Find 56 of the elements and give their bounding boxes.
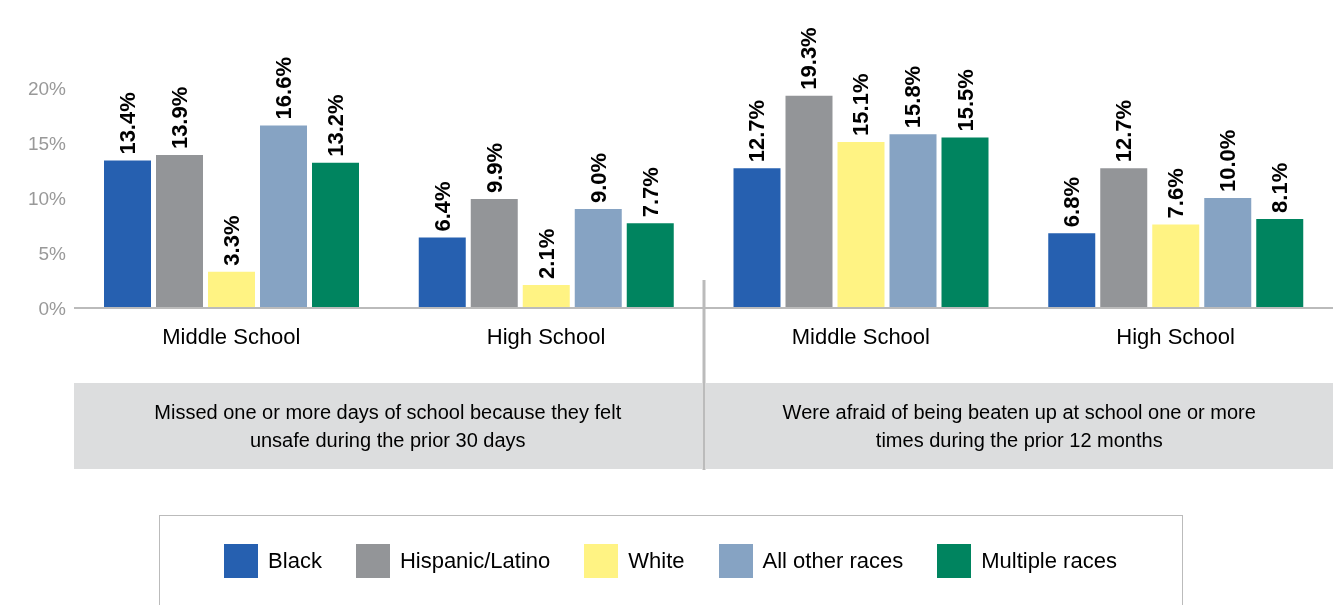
bar — [156, 155, 203, 308]
data-label: 8.1% — [1267, 162, 1293, 213]
bar — [941, 137, 989, 308]
bar — [522, 284, 570, 308]
data-label: 3.3% — [219, 215, 244, 266]
y-tick-label: 10% — [27, 187, 67, 209]
x-tick-label: Middle School — [162, 323, 301, 349]
bar — [312, 162, 359, 308]
data-label: 6.4% — [429, 181, 455, 232]
data-label: 19.3% — [796, 27, 822, 90]
data-label: 7.7% — [637, 167, 663, 218]
bar — [104, 160, 151, 308]
bar — [418, 237, 466, 308]
bar — [260, 125, 307, 308]
bar — [1100, 168, 1148, 308]
data-label: 13.2% — [323, 94, 348, 157]
text: Were afraid of being beaten up at school one or more times during the prior 12 months — [705, 383, 1333, 469]
bar — [1152, 224, 1200, 308]
legend-label: Multiple races — [981, 548, 1117, 574]
y-tick-label: 20% — [27, 77, 67, 99]
data-label: 7.6% — [1163, 168, 1189, 219]
data-label: 16.6% — [271, 57, 296, 120]
legend-label: All other races — [762, 548, 904, 574]
bar — [889, 134, 937, 308]
bar — [208, 271, 255, 308]
data-label: 12.7% — [1111, 99, 1137, 163]
x-tick-label: High School — [486, 323, 606, 349]
y-tick-label: 5% — [38, 242, 67, 264]
x-tick-label: High School — [1116, 323, 1235, 349]
data-label: 2.1% — [533, 228, 559, 279]
data-label: 15.8% — [900, 65, 926, 129]
bar — [1256, 218, 1304, 308]
bar — [1048, 233, 1096, 308]
bar — [837, 141, 885, 308]
data-label: 15.1% — [848, 73, 874, 136]
data-label: 6.8% — [1059, 177, 1085, 228]
legend-label: Black — [268, 548, 322, 574]
data-label: 9.0% — [585, 152, 611, 203]
data-label: 9.9% — [481, 142, 507, 194]
bar — [1204, 198, 1252, 308]
bar — [470, 199, 518, 308]
text: Missed one or more days of school because they felt unsafe during the prior 30 days — [74, 383, 702, 469]
data-label: 10.0% — [1215, 129, 1241, 192]
bar — [785, 95, 833, 308]
data-label: 15.5% — [952, 69, 978, 132]
y-tick-label: 0% — [38, 297, 67, 319]
legend-label: Hispanic/Latino — [399, 548, 551, 574]
bar — [574, 209, 622, 308]
data-label: 13.9% — [167, 86, 192, 150]
bar — [626, 223, 674, 308]
x-tick-label: Middle School — [791, 323, 930, 349]
bar — [733, 168, 781, 308]
legend-label: White — [628, 548, 685, 574]
y-tick-label: 15% — [27, 132, 67, 154]
data-label: 12.7% — [744, 99, 770, 163]
data-label: 13.4% — [115, 92, 140, 155]
